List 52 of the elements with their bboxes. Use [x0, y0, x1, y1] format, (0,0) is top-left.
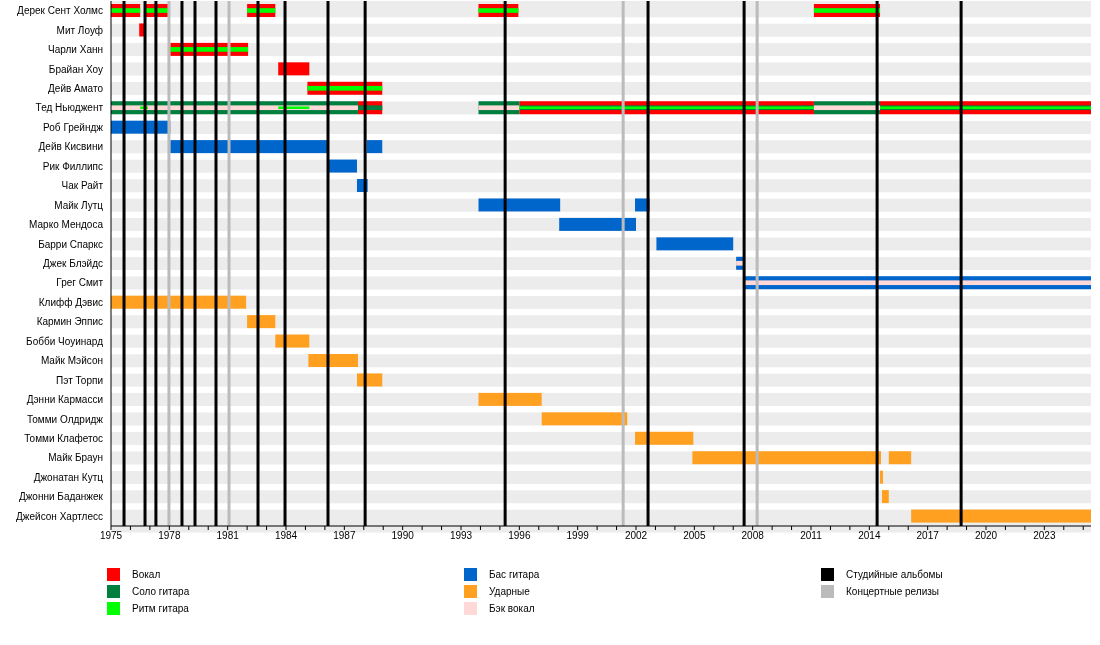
legend-label: Ритм гитара [132, 603, 189, 614]
y-tick-label: Майк Браун [48, 452, 103, 464]
x-tick-label: 2011 [800, 530, 823, 542]
x-tick-label: 1978 [158, 530, 181, 542]
x-tick-label: 1975 [99, 530, 123, 542]
legend-label: Студийные альбомы [846, 569, 943, 580]
y-tick-label: Джек Блэйдс [43, 258, 103, 269]
y-tick-label: Кармин Эппис [36, 316, 103, 328]
x-tick-label: 1990 [391, 530, 415, 542]
y-tick-label: Майк Лутц [54, 199, 104, 211]
x-tick-label: 1996 [508, 530, 531, 542]
x-tick-label: 2005 [683, 530, 706, 542]
y-tick-label: Барри Спаркс [38, 238, 103, 250]
x-tick-label: 2023 [1033, 530, 1056, 542]
y-tick-label: Чак Райт [61, 180, 104, 192]
x-tick-label: 2002 [624, 530, 648, 542]
y-tick-label: Дерек Сент Холмс [17, 5, 103, 17]
y-tick-label: Тед Ньюджент [35, 102, 104, 114]
x-tick-label: 1987 [333, 530, 356, 542]
y-tick-label: Дейв Амато [48, 83, 104, 94]
x-tick-label: 1993 [449, 530, 473, 542]
y-tick-label: Майк Мэйсон [40, 355, 103, 367]
y-tick-label: Дэнни Кармасси [26, 394, 103, 406]
legend-label: Соло гитара [132, 586, 190, 597]
x-tick-label: 2017 [916, 530, 940, 542]
x-tick-label: 1984 [274, 530, 298, 542]
y-tick-label: Джонатан Кутц [33, 471, 104, 483]
y-tick-label: Грег Смит [56, 277, 104, 289]
y-tick-label: Пэт Торпи [56, 374, 103, 386]
legend-label: Ударные [489, 586, 530, 597]
y-tick-label: Мит Лоуф [56, 24, 103, 36]
y-tick-label: Роб Грейндж [43, 121, 104, 133]
x-tick-label: 1999 [566, 530, 590, 542]
y-tick-label: Чарли Ханн [48, 44, 103, 56]
x-tick-label: 1981 [216, 530, 240, 542]
y-tick-label: Томми Клафетос [24, 433, 103, 444]
y-tick-label: Джонни Баданжек [18, 491, 104, 503]
legend-label: Вокал [132, 569, 161, 580]
legend-label: Бэк вокал [489, 603, 535, 614]
x-tick-label: 2008 [741, 530, 765, 542]
y-tick-label: Бобби Чоуинард [26, 335, 104, 347]
y-tick-label: Рик Филлипс [42, 160, 103, 172]
y-tick-label: Джейсон Хартлесс [16, 510, 103, 522]
x-tick-label: 2014 [858, 530, 881, 542]
x-tick-label: 2020 [974, 530, 998, 542]
y-tick-label: Клифф Дэвис [38, 296, 103, 308]
y-tick-label: Дейв Кисвини [38, 141, 103, 153]
legend-label: Концертные релизы [846, 586, 940, 597]
legend-label: Бас гитара [489, 569, 540, 580]
y-tick-label: Марко Мендоса [29, 219, 104, 231]
y-tick-label: Томми Олдридж [26, 413, 104, 425]
y-tick-label: Брайан Хоу [48, 63, 103, 75]
